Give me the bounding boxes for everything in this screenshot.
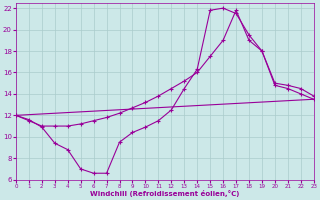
X-axis label: Windchill (Refroidissement éolien,°C): Windchill (Refroidissement éolien,°C) [90,190,240,197]
